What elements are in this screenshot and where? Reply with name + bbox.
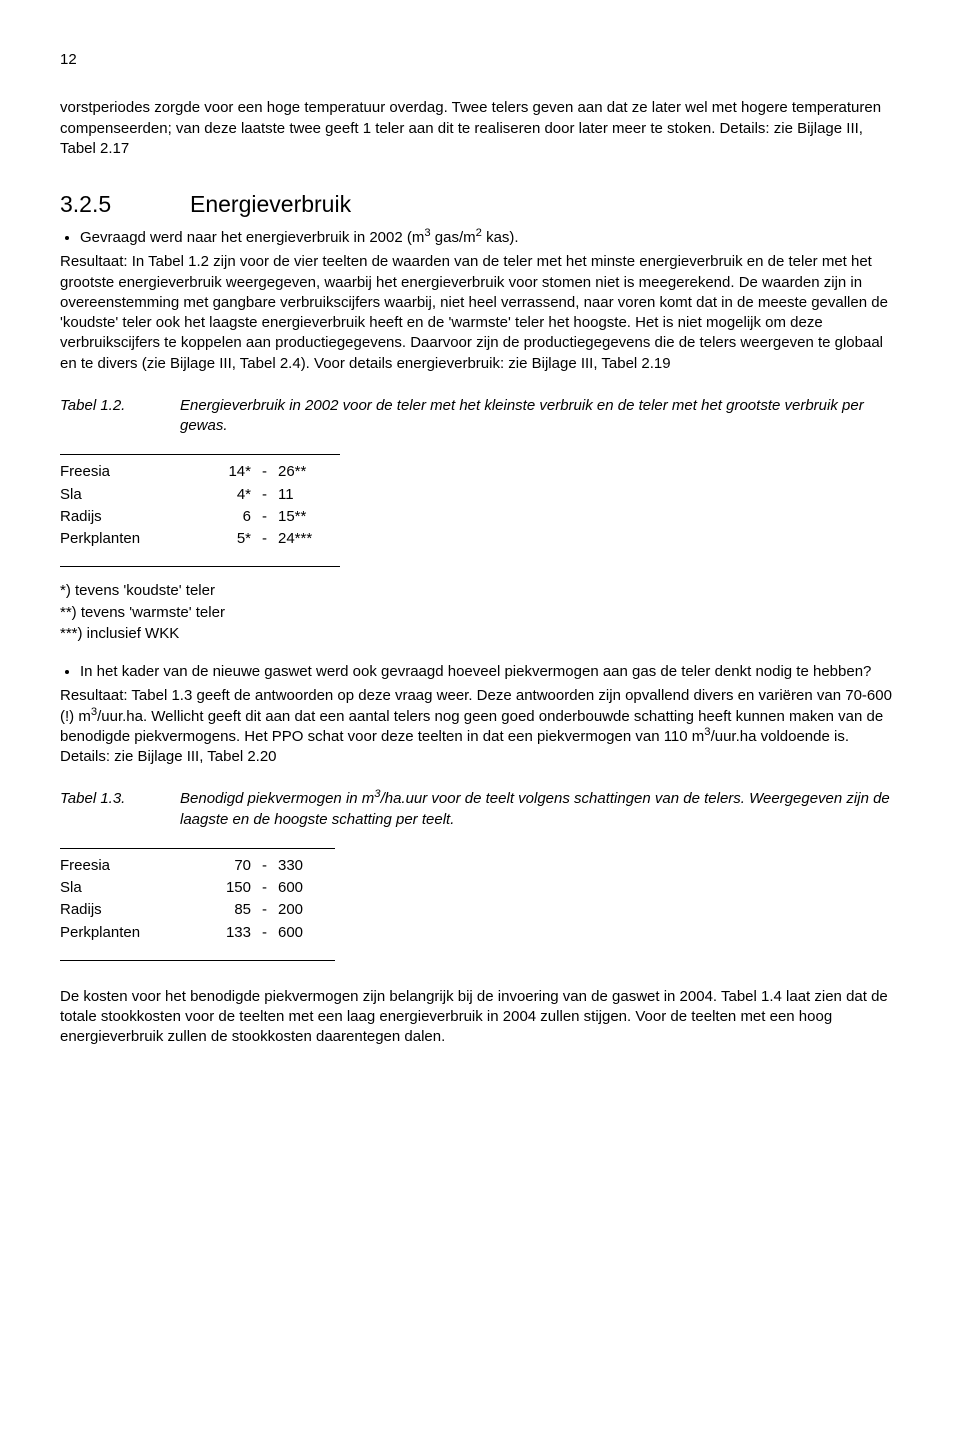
- page-number: 12: [60, 50, 900, 70]
- table2-caption: Tabel 1.3. Benodigd piekvermogen in m3/h…: [60, 789, 900, 830]
- table-row: Sla 150 - 600: [60, 877, 344, 899]
- table1-caption: Tabel 1.2. Energieverbruik in 2002 voor …: [60, 396, 900, 437]
- table2-label: Tabel 1.3.: [60, 789, 180, 830]
- section-number: 3.2.5: [60, 189, 190, 220]
- table2: Freesia 70 - 330 Sla 150 - 600 Radijs 85…: [60, 855, 344, 944]
- table2-bottom-rule: [60, 960, 335, 961]
- table1-bottom-rule: [60, 566, 340, 567]
- table-row: Sla 4* - 11: [60, 484, 344, 506]
- footnote: *) tevens 'koudste' teler: [60, 581, 900, 601]
- table-row: Freesia 14* - 26**: [60, 461, 344, 483]
- closing-paragraph: De kosten voor het benodigde piekvermoge…: [60, 987, 900, 1048]
- section-heading: 3.2.5Energieverbruik: [60, 189, 900, 220]
- table2-top-rule: [60, 848, 335, 855]
- table1-footnotes: *) tevens 'koudste' teler **) tevens 'wa…: [60, 581, 900, 644]
- footnote: **) tevens 'warmste' teler: [60, 603, 900, 623]
- result-paragraph-2: Resultaat: Tabel 1.3 geeft de antwoorden…: [60, 686, 900, 767]
- result-paragraph-1: Resultaat: In Tabel 1.2 zijn voor de vie…: [60, 252, 900, 374]
- table2-caption-text: Benodigd piekvermogen in m3/ha.uur voor …: [180, 789, 900, 830]
- bullet-list-1: Gevraagd werd naar het energieverbruik i…: [60, 228, 900, 248]
- table-row: Radijs 85 - 200: [60, 899, 344, 921]
- table-row: Perkplanten 133 - 600: [60, 922, 344, 944]
- footnote: ***) inclusief WKK: [60, 624, 900, 644]
- table1-top-rule: [60, 454, 340, 461]
- table1-caption-text: Energieverbruik in 2002 voor de teler me…: [180, 396, 900, 437]
- bullet-item: In het kader van de nieuwe gaswet werd o…: [80, 662, 900, 682]
- table1: Freesia 14* - 26** Sla 4* - 11 Radijs 6 …: [60, 461, 344, 550]
- bullet-item: Gevraagd werd naar het energieverbruik i…: [80, 228, 900, 248]
- bullet-list-2: In het kader van de nieuwe gaswet werd o…: [60, 662, 900, 682]
- intro-paragraph: vorstperiodes zorgde voor een hoge tempe…: [60, 98, 900, 159]
- table-row: Freesia 70 - 330: [60, 855, 344, 877]
- table-row: Perkplanten 5* - 24***: [60, 528, 344, 550]
- section-title-text: Energieverbruik: [190, 191, 351, 217]
- table1-label: Tabel 1.2.: [60, 396, 180, 437]
- table-row: Radijs 6 - 15**: [60, 506, 344, 528]
